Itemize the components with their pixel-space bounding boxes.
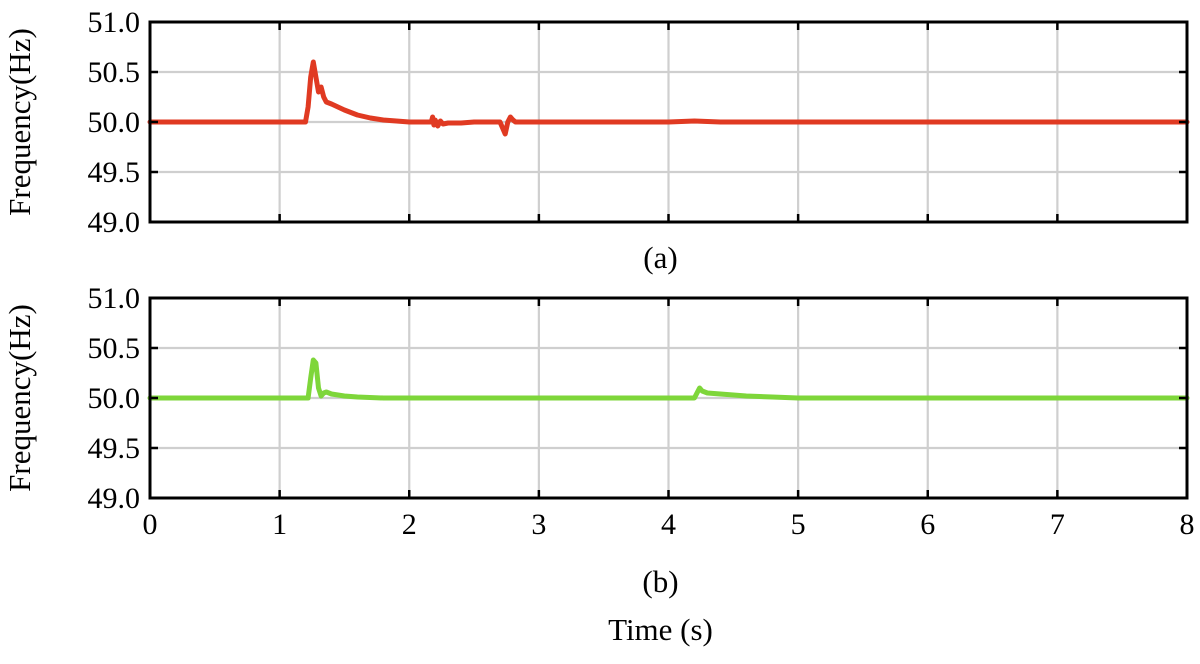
y-axis-label-a: Frequency(Hz) xyxy=(2,28,37,216)
y-tick-label: 50.5 xyxy=(88,332,141,365)
x-tick-label: 2 xyxy=(402,508,417,541)
series-b xyxy=(147,357,1190,401)
panel-label-a: (a) xyxy=(643,240,677,275)
y-tick-label: 50.0 xyxy=(88,382,141,415)
x-tick-labels-b: 0 1 2 3 4 5 6 7 8 xyxy=(143,508,1195,541)
y-tick-label: 51.0 xyxy=(88,6,141,39)
x-axis-label: Time (s) xyxy=(608,612,713,647)
y-tick-label: 50.5 xyxy=(88,56,141,89)
y-tick-label: 49.0 xyxy=(88,206,141,239)
y-tick-label: 49.5 xyxy=(88,432,141,465)
y-tick-label: 49.5 xyxy=(88,156,141,189)
tick-marks-a xyxy=(148,20,1189,224)
y-tick-label: 51.0 xyxy=(88,282,141,315)
x-tick-label: 6 xyxy=(920,508,935,541)
frequency-trace xyxy=(147,357,1190,401)
panel-label-b: (b) xyxy=(642,564,678,599)
y-tick-labels-a: 51.0 50.5 50.0 49.5 49.0 xyxy=(88,6,141,239)
y-tick-label: 50.0 xyxy=(88,106,141,139)
x-tick-label: 8 xyxy=(1180,508,1195,541)
series-a xyxy=(147,59,1190,137)
x-tick-label: 7 xyxy=(1050,508,1065,541)
panel-a: 51.0 50.5 50.0 49.5 49.0 Frequency(Hz) (a) xyxy=(2,6,1190,275)
x-tick-label: 1 xyxy=(272,508,287,541)
y-tick-label: 49.0 xyxy=(88,482,141,515)
y-axis-label-b: Frequency(Hz) xyxy=(2,304,37,492)
y-tick-labels-b: 51.0 50.5 50.0 49.5 49.0 xyxy=(88,282,141,515)
frequency-trace xyxy=(147,59,1190,137)
tick-marks-b xyxy=(148,296,1189,500)
x-tick-label: 3 xyxy=(531,508,546,541)
panel-b: 51.0 50.5 50.0 49.5 49.0 0 1 2 3 4 5 6 7 8 Frequency… xyxy=(2,282,1195,647)
x-tick-label: 0 xyxy=(143,508,158,541)
x-tick-label: 4 xyxy=(661,508,676,541)
x-tick-label: 5 xyxy=(791,508,806,541)
